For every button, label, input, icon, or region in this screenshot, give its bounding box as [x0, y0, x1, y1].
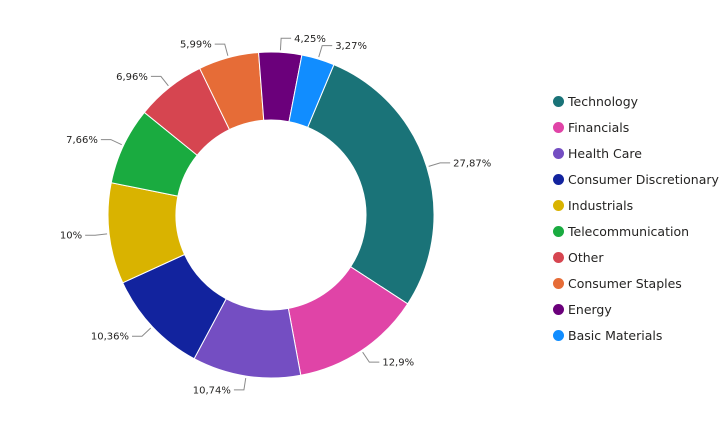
legend-swatch: [553, 304, 564, 316]
legend-swatch: [553, 95, 564, 107]
legend-swatch: [553, 278, 564, 290]
legend-label: Consumer Discretionary: [568, 171, 719, 187]
legend-label: Basic Materials: [568, 328, 663, 344]
legend-item[interactable]: Health Care: [553, 140, 719, 166]
data-label: 27,87%: [453, 158, 491, 169]
legend-swatch: [553, 147, 564, 159]
leader-line: [150, 75, 169, 87]
legend-label: Health Care: [568, 145, 642, 161]
leader-line: [214, 43, 229, 56]
legend-swatch: [553, 173, 564, 185]
legend-label: Consumer Staples: [568, 276, 682, 292]
slice-basic-materials[interactable]: [288, 54, 335, 129]
chart-legend: Technology Financials Health Care Consumer …: [553, 88, 719, 349]
leader-line: [428, 162, 451, 167]
legend-swatch: [553, 330, 564, 342]
legend-item[interactable]: Consumer Discretionary: [553, 166, 719, 192]
leader-line: [132, 327, 152, 337]
data-label: 10,74%: [193, 385, 231, 396]
legend-label: Financials: [568, 119, 630, 135]
legend-label: Industrials: [568, 197, 634, 213]
legend-item[interactable]: Industrials: [553, 192, 719, 218]
legend-swatch: [553, 199, 564, 211]
leader-line: [362, 351, 380, 363]
legend-label: Telecommunication: [568, 224, 690, 240]
legend-item[interactable]: Basic Materials: [553, 323, 719, 349]
data-label: 5,99%: [180, 40, 212, 51]
leader-line: [85, 233, 108, 236]
leader-line: [318, 45, 333, 58]
legend-item[interactable]: Energy: [553, 297, 719, 323]
data-label: 6,96%: [116, 72, 148, 83]
legend-swatch: [553, 226, 564, 238]
legend-swatch: [553, 252, 564, 264]
legend-item[interactable]: Other: [553, 245, 719, 271]
legend-label: Energy: [568, 302, 612, 318]
legend-item[interactable]: Consumer Staples: [553, 271, 719, 297]
legend-item[interactable]: Telecommunication: [553, 218, 719, 244]
legend-item[interactable]: Technology: [553, 88, 719, 114]
leader-line: [100, 139, 122, 146]
leader-line: [279, 37, 292, 51]
slice-technology[interactable]: [307, 63, 435, 305]
data-label: 10%: [60, 231, 82, 242]
legend-label: Technology: [568, 93, 639, 109]
data-label: 12,9%: [382, 358, 414, 369]
data-label: 4,25%: [294, 34, 326, 45]
legend-label: Other: [568, 250, 604, 266]
legend-item[interactable]: Financials: [553, 114, 719, 140]
data-label: 7,66%: [66, 135, 98, 146]
data-label: 3,27%: [335, 41, 367, 52]
legend-swatch: [553, 121, 564, 133]
data-label: 10,36%: [91, 332, 129, 343]
leader-line: [233, 377, 247, 391]
